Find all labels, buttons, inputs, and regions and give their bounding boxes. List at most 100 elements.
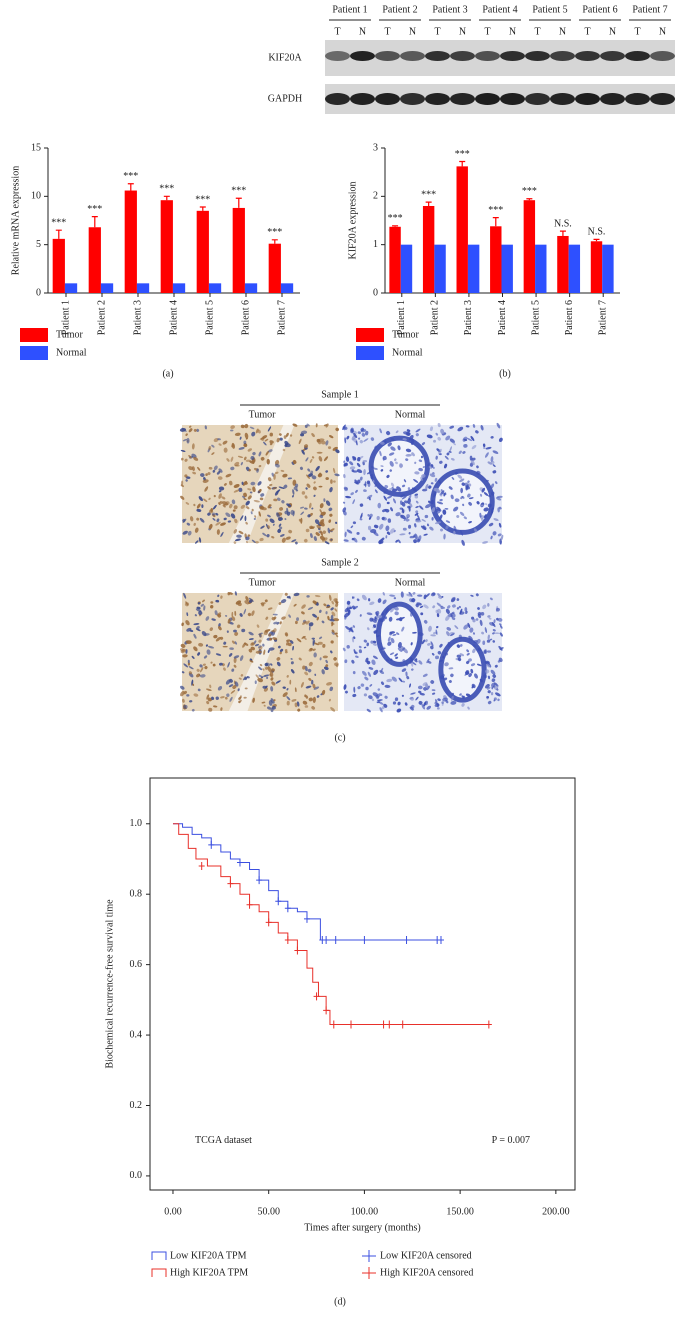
tissue-cell bbox=[193, 693, 199, 697]
tissue-cell bbox=[422, 682, 428, 686]
tissue-cell bbox=[226, 693, 230, 697]
tissue-cell bbox=[198, 642, 204, 647]
tissue-cell bbox=[221, 496, 226, 500]
plot-frame bbox=[149, 777, 576, 1191]
tissue-cell bbox=[380, 441, 385, 445]
tissue-cell bbox=[238, 677, 242, 680]
tissue-cell bbox=[310, 470, 314, 475]
tissue-cell bbox=[302, 621, 307, 625]
tissue-cell bbox=[279, 526, 283, 530]
tissue-cell bbox=[452, 604, 456, 608]
tissue-cell bbox=[291, 539, 297, 543]
tissue-cell bbox=[240, 504, 246, 509]
tissue-cell bbox=[231, 611, 234, 617]
tissue-cell bbox=[440, 489, 443, 492]
tissue-cell bbox=[225, 473, 232, 478]
patient-label: Patient 6 bbox=[582, 4, 617, 15]
tissue-cell bbox=[296, 638, 302, 643]
tissue-cell bbox=[298, 657, 302, 661]
tissue-cell bbox=[252, 486, 256, 493]
tissue-cell bbox=[314, 519, 320, 525]
tissue-cell bbox=[473, 528, 478, 533]
tissue-cell bbox=[490, 456, 494, 463]
tissue-cell bbox=[373, 467, 378, 470]
tissue-cell bbox=[218, 626, 222, 631]
tissue-cell bbox=[419, 692, 425, 696]
tissue-cell bbox=[437, 698, 441, 702]
tissue-cell bbox=[306, 483, 311, 488]
tissue-cell bbox=[487, 634, 490, 640]
tissue-cell bbox=[315, 465, 320, 472]
tissue-cell bbox=[352, 605, 356, 610]
tissue-cell bbox=[401, 495, 407, 500]
tissue-cell bbox=[403, 479, 407, 483]
tissue-cell bbox=[370, 476, 374, 479]
blot-band bbox=[500, 93, 525, 105]
tissue-cell bbox=[311, 475, 317, 480]
sample-title: Sample 1 bbox=[321, 389, 359, 400]
tissue-cell bbox=[284, 649, 288, 652]
tissue-cell bbox=[456, 515, 460, 518]
tissue-cell bbox=[357, 479, 361, 484]
tissue-cell bbox=[304, 705, 309, 708]
tissue-cell bbox=[243, 440, 247, 445]
tissue-cell bbox=[373, 524, 379, 529]
tissue-cell bbox=[236, 624, 241, 629]
tissue-cell bbox=[293, 592, 300, 597]
tissue-cell bbox=[415, 505, 419, 509]
tissue-cell bbox=[487, 503, 492, 508]
legend-label: Low KIF20A censored bbox=[380, 1250, 472, 1261]
tissue-cell bbox=[239, 695, 242, 698]
tissue-cell bbox=[250, 646, 255, 651]
tissue-cell bbox=[223, 517, 227, 521]
tissue-cell bbox=[401, 508, 405, 514]
lane-label: T bbox=[334, 26, 340, 37]
tissue-cell bbox=[495, 692, 501, 697]
tissue-cell bbox=[247, 448, 252, 452]
tissue-cell bbox=[377, 502, 382, 509]
tissue-cell bbox=[470, 459, 475, 466]
significance-label: *** bbox=[231, 186, 246, 197]
tissue-cell bbox=[350, 492, 354, 496]
tissue-cell bbox=[343, 684, 347, 690]
tissue-cell bbox=[188, 425, 192, 428]
tissue-cell bbox=[421, 442, 426, 446]
tissue-cell bbox=[220, 501, 223, 505]
tissue-cell bbox=[470, 663, 476, 667]
censor-mark bbox=[380, 1020, 387, 1029]
tissue-cell bbox=[493, 699, 496, 702]
tissue-cell bbox=[423, 604, 429, 609]
censor-mark bbox=[303, 914, 310, 923]
y-tick-label: 1 bbox=[373, 239, 378, 250]
tissue-cell bbox=[276, 657, 281, 661]
tissue-cell bbox=[249, 426, 255, 430]
tissue-cell bbox=[234, 518, 238, 524]
x-tick-label: 100.00 bbox=[351, 1206, 379, 1217]
tissue-cell bbox=[304, 495, 308, 499]
tissue-cell bbox=[279, 437, 283, 441]
tissue-cell bbox=[487, 461, 493, 465]
tissue-cell bbox=[210, 601, 214, 604]
tissue-cell bbox=[472, 424, 476, 428]
tissue-cell bbox=[288, 529, 293, 534]
bar bbox=[490, 226, 502, 293]
tissue-cell bbox=[357, 431, 361, 435]
tissue-cell bbox=[349, 461, 354, 466]
tissue-cell bbox=[349, 466, 356, 470]
tissue-cell bbox=[365, 686, 369, 691]
tissue-cell bbox=[286, 700, 290, 706]
tissue-cell bbox=[367, 627, 370, 631]
tissue-cell bbox=[405, 431, 410, 436]
tissue-cell bbox=[402, 438, 407, 441]
tissue-cell bbox=[267, 666, 272, 672]
tissue-cell bbox=[423, 619, 428, 624]
tissue-cell bbox=[492, 470, 497, 474]
tissue-cell bbox=[392, 498, 397, 504]
tissue-cell bbox=[258, 511, 261, 517]
tissue-cell bbox=[271, 536, 275, 539]
tissue-cell bbox=[276, 437, 280, 443]
y-tick-label: 0.8 bbox=[130, 889, 143, 900]
tissue-cell bbox=[415, 500, 419, 504]
blot-band bbox=[425, 51, 450, 61]
tissue-cell bbox=[185, 620, 190, 626]
